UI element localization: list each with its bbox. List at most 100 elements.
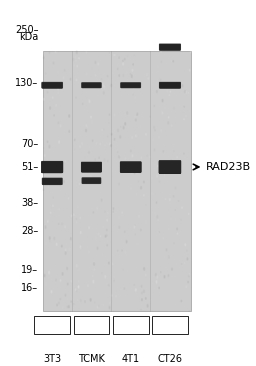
Ellipse shape bbox=[44, 155, 45, 157]
FancyBboxPatch shape bbox=[41, 161, 63, 173]
Ellipse shape bbox=[89, 227, 90, 229]
Ellipse shape bbox=[124, 288, 125, 289]
Ellipse shape bbox=[119, 156, 120, 158]
FancyBboxPatch shape bbox=[159, 161, 181, 173]
Ellipse shape bbox=[185, 244, 186, 246]
Ellipse shape bbox=[109, 306, 110, 309]
Ellipse shape bbox=[186, 91, 187, 93]
Ellipse shape bbox=[109, 114, 110, 115]
Ellipse shape bbox=[55, 51, 56, 53]
FancyBboxPatch shape bbox=[42, 161, 63, 173]
FancyBboxPatch shape bbox=[159, 44, 181, 51]
FancyBboxPatch shape bbox=[159, 161, 180, 174]
Ellipse shape bbox=[177, 233, 178, 235]
Ellipse shape bbox=[94, 269, 95, 271]
FancyBboxPatch shape bbox=[42, 178, 62, 184]
FancyBboxPatch shape bbox=[159, 44, 180, 51]
FancyBboxPatch shape bbox=[159, 82, 180, 88]
FancyBboxPatch shape bbox=[81, 82, 101, 88]
Ellipse shape bbox=[43, 52, 44, 54]
FancyBboxPatch shape bbox=[120, 82, 141, 88]
Text: 19–: 19– bbox=[21, 265, 38, 275]
Ellipse shape bbox=[60, 280, 61, 281]
FancyBboxPatch shape bbox=[41, 161, 63, 173]
Ellipse shape bbox=[131, 75, 132, 78]
FancyBboxPatch shape bbox=[42, 82, 63, 88]
Ellipse shape bbox=[82, 103, 83, 104]
Ellipse shape bbox=[122, 212, 123, 213]
FancyBboxPatch shape bbox=[159, 44, 181, 50]
FancyBboxPatch shape bbox=[41, 161, 63, 173]
FancyBboxPatch shape bbox=[159, 44, 181, 50]
FancyBboxPatch shape bbox=[160, 161, 181, 174]
Ellipse shape bbox=[67, 283, 68, 285]
Ellipse shape bbox=[188, 213, 189, 214]
FancyBboxPatch shape bbox=[42, 178, 62, 185]
FancyBboxPatch shape bbox=[42, 82, 62, 88]
FancyBboxPatch shape bbox=[159, 44, 181, 51]
FancyBboxPatch shape bbox=[159, 82, 181, 88]
Ellipse shape bbox=[118, 129, 119, 131]
Text: 4T1: 4T1 bbox=[122, 354, 140, 364]
Ellipse shape bbox=[68, 306, 69, 308]
FancyBboxPatch shape bbox=[41, 161, 63, 173]
Ellipse shape bbox=[70, 78, 71, 80]
Ellipse shape bbox=[124, 59, 125, 60]
Ellipse shape bbox=[162, 112, 163, 114]
Ellipse shape bbox=[157, 175, 158, 177]
FancyBboxPatch shape bbox=[81, 162, 101, 172]
FancyBboxPatch shape bbox=[42, 178, 62, 185]
FancyBboxPatch shape bbox=[73, 317, 109, 334]
FancyBboxPatch shape bbox=[42, 82, 63, 88]
Ellipse shape bbox=[80, 232, 81, 234]
FancyBboxPatch shape bbox=[120, 162, 141, 173]
FancyBboxPatch shape bbox=[159, 161, 180, 174]
Ellipse shape bbox=[164, 175, 165, 176]
FancyBboxPatch shape bbox=[42, 178, 63, 185]
Ellipse shape bbox=[172, 268, 173, 270]
FancyBboxPatch shape bbox=[82, 83, 101, 88]
FancyBboxPatch shape bbox=[81, 83, 101, 88]
FancyBboxPatch shape bbox=[81, 162, 102, 172]
FancyBboxPatch shape bbox=[82, 178, 101, 184]
FancyBboxPatch shape bbox=[121, 83, 141, 88]
FancyBboxPatch shape bbox=[81, 162, 102, 172]
FancyBboxPatch shape bbox=[121, 162, 141, 173]
Ellipse shape bbox=[75, 289, 76, 291]
FancyBboxPatch shape bbox=[82, 83, 101, 88]
FancyBboxPatch shape bbox=[121, 83, 141, 88]
Ellipse shape bbox=[107, 219, 108, 221]
FancyBboxPatch shape bbox=[120, 82, 141, 88]
FancyBboxPatch shape bbox=[82, 178, 101, 184]
FancyBboxPatch shape bbox=[159, 44, 180, 51]
FancyBboxPatch shape bbox=[81, 82, 101, 88]
FancyBboxPatch shape bbox=[42, 178, 62, 185]
Ellipse shape bbox=[148, 78, 149, 79]
Ellipse shape bbox=[63, 76, 64, 79]
Ellipse shape bbox=[100, 143, 101, 145]
FancyBboxPatch shape bbox=[121, 83, 140, 88]
FancyBboxPatch shape bbox=[159, 82, 180, 89]
Ellipse shape bbox=[134, 226, 135, 228]
Ellipse shape bbox=[56, 243, 57, 246]
FancyBboxPatch shape bbox=[41, 161, 62, 173]
FancyBboxPatch shape bbox=[41, 162, 62, 173]
FancyBboxPatch shape bbox=[81, 162, 102, 172]
Text: 51–: 51– bbox=[21, 162, 38, 172]
Ellipse shape bbox=[145, 298, 146, 299]
Ellipse shape bbox=[97, 207, 98, 209]
Ellipse shape bbox=[150, 156, 151, 158]
Ellipse shape bbox=[155, 273, 156, 276]
Ellipse shape bbox=[80, 217, 81, 219]
Ellipse shape bbox=[98, 63, 99, 65]
FancyBboxPatch shape bbox=[82, 162, 102, 172]
FancyBboxPatch shape bbox=[82, 163, 102, 172]
FancyBboxPatch shape bbox=[159, 44, 181, 50]
FancyBboxPatch shape bbox=[120, 162, 141, 173]
FancyBboxPatch shape bbox=[121, 83, 141, 88]
Ellipse shape bbox=[53, 62, 54, 64]
Ellipse shape bbox=[65, 160, 66, 162]
FancyBboxPatch shape bbox=[159, 161, 180, 174]
FancyBboxPatch shape bbox=[41, 82, 63, 88]
Ellipse shape bbox=[80, 246, 81, 248]
